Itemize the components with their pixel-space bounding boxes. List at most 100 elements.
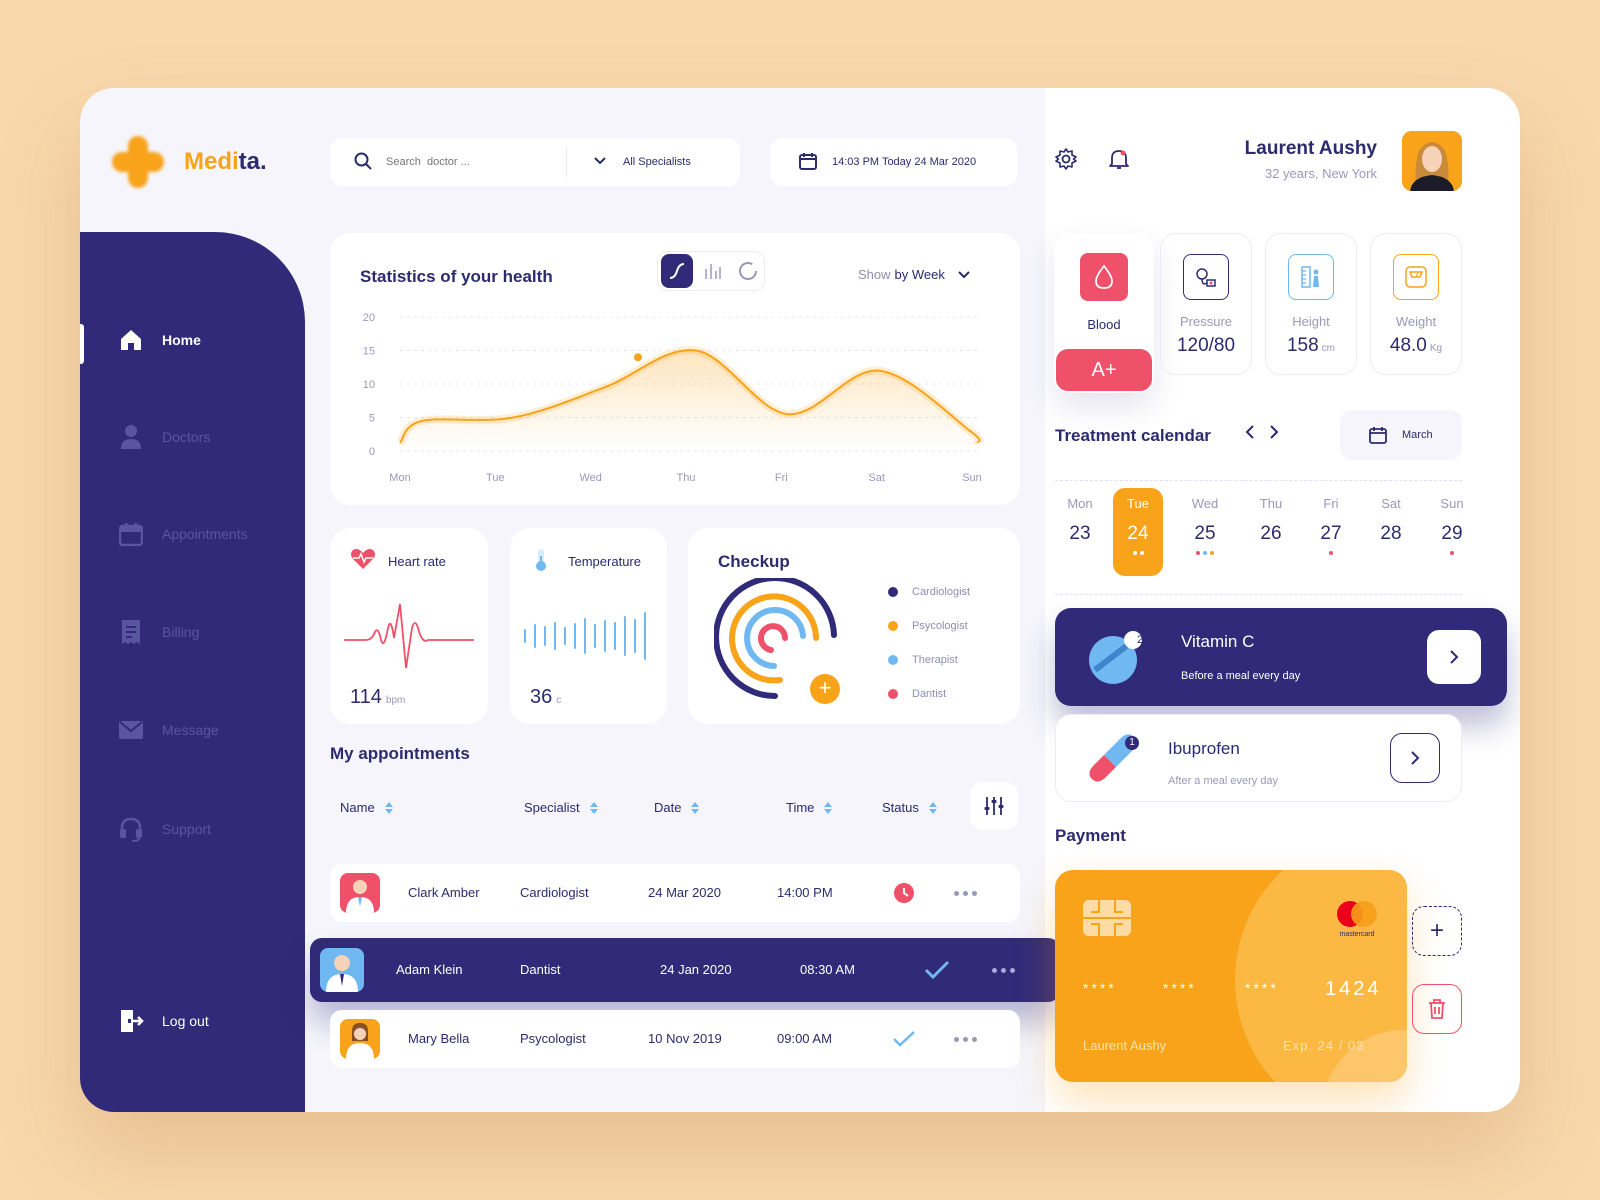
medication-card[interactable]: 1 Ibuprofen After a meal every day — [1055, 714, 1462, 802]
sidebar-item-message[interactable]: Message — [118, 717, 219, 743]
period-value: by Week — [894, 267, 945, 282]
sidebar-item-billing[interactable]: Billing — [118, 619, 199, 645]
chevron-right-icon[interactable] — [1267, 424, 1281, 445]
logout-button[interactable]: Log out — [118, 1008, 209, 1034]
calendar-day[interactable]: Sun 29 — [1427, 488, 1477, 576]
card-number-group: **** — [1083, 980, 1117, 996]
sidebar: Home Doctors Appointments Billing Messag… — [80, 232, 305, 1112]
blood-card[interactable]: Blood A+ — [1054, 233, 1154, 393]
open-medication-button[interactable] — [1427, 630, 1481, 684]
checkup-title: Checkup — [718, 552, 790, 571]
day-name: Fri — [1323, 496, 1339, 511]
calendar-day[interactable]: Mon 23 — [1055, 488, 1105, 576]
notifications-button[interactable] — [1108, 148, 1130, 175]
legend-dot — [888, 587, 898, 597]
pressure-value: 120/80 — [1176, 335, 1236, 356]
temperature-card[interactable]: Temperature 36 c — [510, 528, 667, 724]
row-date: 24 Jan 2020 — [660, 962, 732, 977]
donut-chart-option[interactable] — [732, 254, 764, 288]
table-row[interactable]: Adam Klein Dantist 24 Jan 2020 08:30 AM — [310, 938, 1060, 1002]
bar-chart-option[interactable] — [696, 254, 728, 288]
day-name: Mon — [1067, 496, 1093, 511]
more-options-icon[interactable] — [954, 891, 981, 896]
avatar — [340, 1019, 380, 1059]
user-name: Laurent Aushy — [1244, 138, 1377, 159]
height-card[interactable]: Height 158 cm — [1265, 233, 1357, 375]
legend-label: Dantist — [912, 688, 947, 700]
delete-card-button[interactable] — [1412, 984, 1462, 1034]
legend-label: Psycologist — [912, 620, 968, 632]
month-select[interactable]: March — [1340, 410, 1462, 460]
column-header-status[interactable]: Status — [882, 800, 937, 815]
specialist-select[interactable]: All Specialists — [623, 156, 691, 168]
table-row[interactable]: Clark Amber Cardiologist 24 Mar 2020 14:… — [330, 864, 1020, 922]
sidebar-item-support[interactable]: Support — [118, 816, 211, 842]
day-date: 27 — [1320, 523, 1342, 544]
calendar-day[interactable]: Thu 26 — [1246, 488, 1296, 576]
day-name: Thu — [1259, 496, 1283, 511]
row-specialist: Psycologist — [520, 1031, 586, 1046]
filter-button[interactable] — [970, 782, 1018, 830]
calendar-day[interactable]: Sat 28 — [1366, 488, 1416, 576]
series-line — [399, 349, 981, 444]
checkup-radial-chart — [714, 578, 837, 699]
medication-name: Ibuprofen — [1168, 739, 1240, 758]
card-chip-icon — [1083, 900, 1131, 936]
sort-icon — [928, 801, 937, 814]
x-tick-label: Mon — [389, 472, 410, 484]
chevron-right-icon — [1450, 650, 1459, 664]
day-name: Tue — [1127, 496, 1149, 511]
user-icon — [118, 424, 144, 450]
line-chart-option[interactable] — [661, 254, 694, 288]
x-tick-label: Sat — [868, 472, 885, 484]
date-display[interactable]: 14:03 PM Today 24 Mar 2020 — [770, 138, 1017, 186]
column-header-date[interactable]: Date — [654, 800, 700, 815]
brand-logo[interactable]: Medita. — [110, 134, 267, 190]
sidebar-item-home[interactable]: Home — [118, 327, 201, 353]
calendar-day[interactable]: Fri 27 — [1306, 488, 1356, 576]
card-holder: Laurent Aushy — [1083, 1038, 1167, 1053]
weight-card[interactable]: Weight 48.0 Kg — [1370, 233, 1462, 375]
calendar-day[interactable]: Wed 25 — [1180, 488, 1230, 576]
data-point[interactable] — [632, 351, 644, 364]
chevron-down-icon[interactable] — [593, 156, 607, 169]
row-name: Mary Bella — [408, 1031, 470, 1046]
day-markers — [1180, 551, 1230, 555]
calendar-day[interactable]: Tue 24 — [1113, 488, 1163, 576]
sidebar-item-label: Doctors — [162, 429, 211, 445]
table-row[interactable]: Mary Bella Psycologist 10 Nov 2019 09:00… — [330, 1010, 1020, 1068]
medication-card[interactable]: 2 Vitamin C Before a meal every day — [1055, 608, 1507, 706]
search-input[interactable] — [386, 156, 566, 168]
checkup-card: Checkup + Cardiologist Psycologist Thera… — [688, 528, 1020, 724]
open-medication-button[interactable] — [1390, 733, 1440, 783]
heart-rate-card[interactable]: Heart rate 114 bpm — [330, 528, 488, 724]
search-icon[interactable] — [354, 152, 372, 173]
chevron-left-icon[interactable] — [1243, 424, 1257, 445]
temperature-bar — [534, 624, 536, 648]
payment-title: Payment — [1055, 826, 1126, 845]
credit-card[interactable]: mastercard **** **** **** 1424 Laurent A… — [1055, 870, 1407, 1082]
medication-count: 2 — [1136, 634, 1144, 646]
period-select[interactable]: Show by Week — [858, 267, 971, 282]
legend-dot — [888, 655, 898, 665]
sidebar-item-label: Appointments — [162, 526, 248, 542]
add-checkup-button[interactable]: + — [810, 674, 840, 704]
svg-text:mastercard: mastercard — [1339, 931, 1374, 938]
sort-icon — [589, 801, 598, 814]
column-header-time[interactable]: Time — [786, 800, 833, 815]
sort-icon — [824, 801, 833, 814]
settings-button[interactable] — [1055, 148, 1077, 175]
temperature-bar — [614, 622, 616, 650]
column-header-specialist[interactable]: Specialist — [524, 800, 598, 815]
sidebar-item-appointments[interactable]: Appointments — [118, 521, 248, 547]
sidebar-item-doctors[interactable]: Doctors — [118, 424, 210, 450]
more-options-icon[interactable] — [954, 1037, 981, 1042]
pressure-card[interactable]: Pressure 120/80 — [1160, 233, 1252, 375]
more-options-icon[interactable] — [992, 968, 1019, 973]
day-date: 26 — [1260, 523, 1282, 544]
mail-icon — [118, 717, 144, 743]
user-avatar[interactable] — [1402, 131, 1462, 191]
add-card-button[interactable]: + — [1412, 906, 1462, 956]
bell-icon — [1109, 150, 1129, 169]
column-header-name[interactable]: Name — [340, 800, 393, 815]
